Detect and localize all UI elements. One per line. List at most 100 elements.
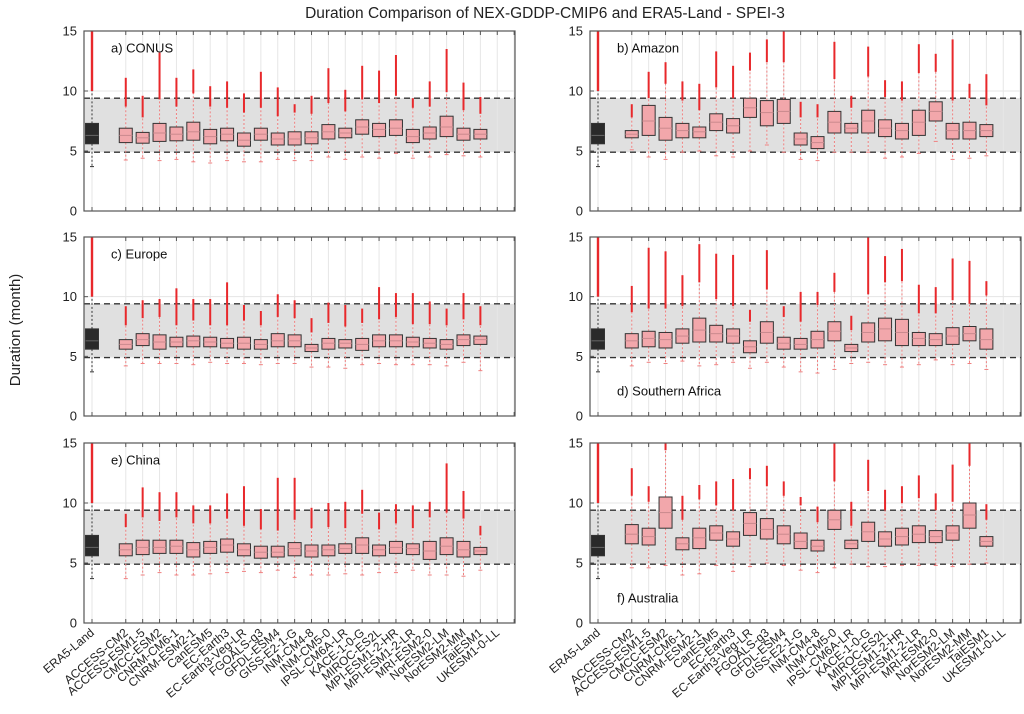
y-tick-label: 5 bbox=[70, 556, 77, 571]
box bbox=[658, 116, 673, 141]
y-tick-label: 5 bbox=[576, 144, 583, 159]
reference-box-ERA5-Land bbox=[85, 237, 99, 373]
model-box-IPSL-CM6A-LR bbox=[338, 305, 353, 369]
box bbox=[186, 335, 201, 348]
model-box-MPI-ESM1-2-HR bbox=[894, 486, 909, 566]
box bbox=[776, 525, 791, 545]
y-tick-label: 15 bbox=[569, 24, 583, 39]
model-box-CNRM-ESM2-1 bbox=[186, 69, 201, 163]
model-box-IPSL-CM6A-LR bbox=[844, 315, 859, 364]
y-tick-label: 0 bbox=[70, 409, 77, 424]
model-box-EC-Earth3-Veg-LR bbox=[236, 305, 251, 364]
y-tick-label: 15 bbox=[63, 436, 77, 451]
model-box-GFDL-ESM4 bbox=[776, 31, 791, 153]
model-box-MPI-ESM1-2-LR bbox=[405, 98, 420, 159]
model-box-EC-Earth3-Veg-LR bbox=[236, 93, 251, 163]
model-box-ACCESS-CM2 bbox=[118, 306, 133, 367]
model-box-CNRM-ESM2-1 bbox=[186, 505, 201, 576]
model-box-CNRM-CM6-1 bbox=[169, 77, 184, 160]
model-box-NorESM2-MM bbox=[962, 83, 977, 159]
model-box-GISS-E2-1-G bbox=[287, 300, 302, 364]
reference-box-ERA5-Land bbox=[85, 31, 99, 168]
box bbox=[186, 121, 201, 141]
box bbox=[456, 334, 471, 347]
model-box-INM-CM4-8 bbox=[304, 318, 319, 368]
model-box-INM-CM5-0 bbox=[827, 41, 842, 153]
y-tick-label: 15 bbox=[569, 436, 583, 451]
model-box-INM-CM5-0 bbox=[321, 68, 336, 158]
model-box-EC-Earth3 bbox=[220, 493, 235, 574]
box bbox=[287, 131, 302, 146]
box bbox=[321, 544, 336, 557]
model-box-MIROC-ES2L bbox=[372, 70, 387, 159]
y-tick-label: 10 bbox=[569, 496, 583, 511]
model-box-EC-Earth3 bbox=[726, 254, 741, 363]
box bbox=[338, 339, 353, 349]
model-box-IPSL-CM6A-LR bbox=[338, 89, 353, 160]
y-tick-label: 0 bbox=[576, 409, 583, 424]
model-box-ACCESS-CM2 bbox=[624, 468, 639, 569]
box bbox=[439, 115, 454, 138]
model-box-CNRM-CM6-1 bbox=[169, 288, 184, 364]
box bbox=[422, 540, 437, 560]
axes-frame bbox=[589, 30, 1022, 212]
panel-label: f) Australia bbox=[617, 591, 679, 606]
model-box-MPI-ESM1-2-LR bbox=[911, 44, 926, 154]
model-box-ACCESS-ESM1-5 bbox=[641, 71, 656, 158]
panel-2: 0 5 10 15 b) Amazon bbox=[569, 24, 1022, 219]
y-tick-label: 15 bbox=[569, 230, 583, 245]
y-tick-label: 5 bbox=[576, 556, 583, 571]
model-box-KACE-1-0-G bbox=[861, 46, 876, 153]
model-box-EC-Earth3-Veg-LR bbox=[742, 468, 757, 568]
model-box-CMCC-ESM2 bbox=[658, 443, 673, 566]
box bbox=[372, 544, 387, 557]
model-box-MPI-ESM1-2-HR bbox=[388, 293, 403, 366]
model-box-FGOALS-g3 bbox=[253, 509, 268, 574]
model-box-MIROC-ES2L bbox=[878, 80, 893, 159]
box bbox=[810, 539, 825, 552]
model-box-MPI-ESM1-2-HR bbox=[894, 248, 909, 368]
axes-frame bbox=[83, 236, 516, 417]
box bbox=[911, 331, 926, 347]
y-tick-label: 10 bbox=[63, 496, 77, 511]
model-box-MRI-ESM2-0 bbox=[928, 287, 943, 361]
y-tick-label: 0 bbox=[576, 616, 583, 631]
model-box-GISS-E2-1-G bbox=[287, 477, 302, 578]
model-box-GFDL-ESM4 bbox=[270, 294, 285, 364]
box bbox=[844, 539, 859, 550]
model-box-INM-CM4-8 bbox=[810, 104, 825, 162]
model-box-NorESM2-LM bbox=[439, 49, 454, 156]
y-tick-label: 10 bbox=[569, 84, 583, 99]
box bbox=[287, 542, 302, 557]
panel-label: d) Southern Africa bbox=[617, 384, 722, 399]
model-box-INM-CM4-8 bbox=[304, 507, 319, 576]
model-box-GFDL-ESM4 bbox=[776, 306, 791, 368]
box bbox=[878, 317, 893, 342]
model-box-KACE-1-0-G bbox=[861, 459, 876, 568]
model-box-NorESM2-LM bbox=[439, 308, 454, 367]
model-box-NorESM2-MM bbox=[456, 82, 471, 157]
box bbox=[658, 331, 673, 349]
box bbox=[979, 328, 994, 350]
model-box-NorESM2-MM bbox=[456, 491, 471, 577]
model-box-TaiESM1 bbox=[473, 306, 488, 372]
model-box-IPSL-CM6A-LR bbox=[844, 501, 859, 565]
model-box-GISS-E2-1-G bbox=[793, 101, 808, 160]
model-box-TaiESM1 bbox=[473, 525, 488, 571]
model-box-MPI-ESM1-2-HR bbox=[894, 81, 909, 158]
model-box-CNRM-ESM2-1 bbox=[692, 485, 707, 575]
y-tick-label: 5 bbox=[576, 349, 583, 364]
box bbox=[220, 538, 235, 553]
model-box-NorESM2-MM bbox=[456, 293, 471, 363]
box bbox=[85, 534, 99, 557]
model-box-GFDL-ESM4 bbox=[776, 481, 791, 566]
model-box-EC-Earth3-Veg-LR bbox=[236, 486, 251, 572]
box bbox=[591, 534, 605, 557]
model-box-ACCESS-ESM1-5 bbox=[135, 300, 150, 364]
model-box-MRI-ESM2-0 bbox=[928, 493, 943, 566]
model-box-MIROC-ES2L bbox=[372, 287, 387, 364]
model-box-INM-CM4-8 bbox=[810, 506, 825, 574]
model-box-TaiESM1 bbox=[979, 504, 994, 564]
box bbox=[236, 132, 251, 147]
reference-box-ERA5-Land bbox=[591, 31, 605, 168]
